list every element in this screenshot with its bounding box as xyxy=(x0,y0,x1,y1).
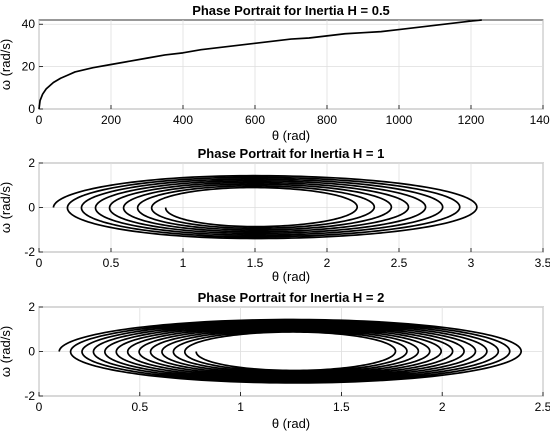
series-h-1 xyxy=(52,174,478,240)
y-tick-label: 20 xyxy=(22,60,36,74)
chart-title-h-2: Phase Portrait for Inertia H = 2 xyxy=(198,290,385,305)
x-tick-label: 1.5 xyxy=(247,256,264,270)
series-h-0-5 xyxy=(38,19,482,110)
subplot-h-1: 0 0.5 1 1.5 2 2.5 3 3.5-202 Phase Portrait for … xyxy=(0,146,550,284)
y-axis-label-h-1: ω (rad/s) xyxy=(0,182,13,233)
x-tick-label: 800 xyxy=(317,113,337,127)
x-axis-label-h-2: θ (rad) xyxy=(272,416,310,431)
trajectory-line xyxy=(38,19,482,110)
ticks-h-1: 0 0.5 1 1.5 2 2.5 3 3.5-202 xyxy=(24,156,550,270)
x-tick-label: 2 xyxy=(324,256,331,270)
x-tick-label: 2 xyxy=(439,400,446,414)
x-axis-label-h-0-5: θ (rad) xyxy=(272,128,310,143)
y-axis-label-h-0-5: ω (rad/s) xyxy=(0,39,13,90)
x-tick-label: 1 xyxy=(237,400,244,414)
y-tick-label: 2 xyxy=(28,300,35,314)
gridlines-h-0-5 xyxy=(38,20,544,110)
x-axis-label-h-1: θ (rad) xyxy=(272,269,310,284)
y-tick-label: -2 xyxy=(24,245,35,259)
trajectory-line xyxy=(52,174,478,240)
x-tick-label: 600 xyxy=(245,113,265,127)
y-tick-label: 2 xyxy=(28,156,35,170)
y-tick-label: 0 xyxy=(28,102,35,116)
y-axis-label-h-2: ω (rad/s) xyxy=(0,326,13,377)
x-tick-label: 0 xyxy=(36,400,43,414)
x-tick-label: 200 xyxy=(101,113,121,127)
x-tick-label: 1.5 xyxy=(333,400,350,414)
x-tick-label: 0.5 xyxy=(131,400,148,414)
series-h-2 xyxy=(58,318,523,384)
x-tick-label: 0 xyxy=(36,113,43,127)
x-tick-label: 3.5 xyxy=(535,256,550,270)
x-tick-label: 3 xyxy=(468,256,475,270)
subplot-h-2: 0 0.5 1 1.5 2 2.5-202 Phase Portrait for Iner… xyxy=(0,290,550,431)
plot-area-h-0-5 xyxy=(38,19,544,110)
x-tick-label: 400 xyxy=(173,113,193,127)
y-tick-label: 40 xyxy=(22,17,36,31)
x-tick-label: 0 xyxy=(36,256,43,270)
x-tick-label: 2.5 xyxy=(535,400,550,414)
y-tick-label: 0 xyxy=(28,201,35,215)
chart-title-h-0-5: Phase Portrait for Inertia H = 0.5 xyxy=(192,3,390,18)
x-tick-label: 1000 xyxy=(386,113,413,127)
y-tick-label: 0 xyxy=(28,345,35,359)
y-tick-label: -2 xyxy=(24,389,35,403)
x-tick-label: 1 xyxy=(180,256,187,270)
ticks-h-2: 0 0.5 1 1.5 2 2.5-202 xyxy=(24,300,550,414)
x-tick-label: 2.5 xyxy=(391,256,408,270)
x-tick-label: 1200 xyxy=(458,113,485,127)
x-tick-label: 0.5 xyxy=(103,256,120,270)
trajectory-line xyxy=(58,318,523,384)
chart-title-h-1: Phase Portrait for Inertia H = 1 xyxy=(198,146,385,161)
